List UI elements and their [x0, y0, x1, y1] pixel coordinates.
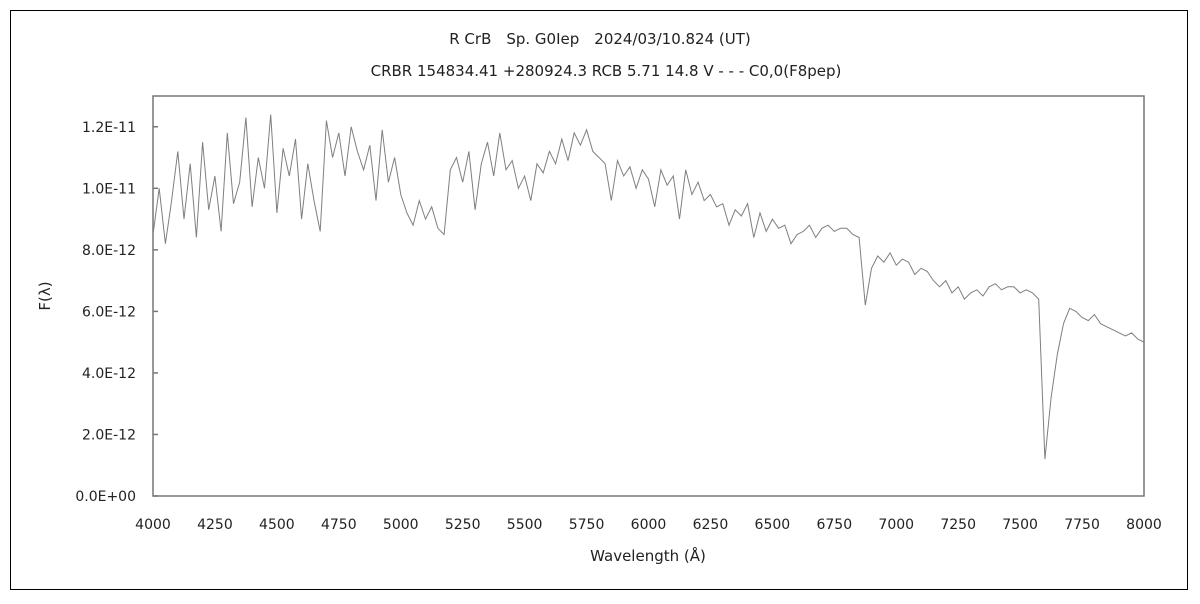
- x-tick-label: 7000: [878, 517, 914, 533]
- x-tick-label: 6500: [755, 517, 791, 533]
- y-tick-label: 0.0E+00: [75, 489, 136, 505]
- spectrum-line: [152, 114, 1145, 460]
- x-tick-label: 4250: [197, 517, 233, 533]
- y-axis-label: F(λ): [36, 281, 54, 310]
- x-tick-label: 7500: [1002, 517, 1038, 533]
- x-tick-label: 6750: [816, 517, 852, 533]
- x-tick-label: 5250: [445, 517, 481, 533]
- x-axis-label: Wavelength (Å): [590, 546, 706, 565]
- x-tick-label: 6000: [631, 517, 667, 533]
- x-tick-label: 7750: [1064, 517, 1100, 533]
- y-tick-label: 2.0E-12: [82, 427, 136, 443]
- y-tick-label: 6.0E-12: [82, 304, 136, 320]
- x-tick-label: 6250: [693, 517, 729, 533]
- x-tick-label: 8000: [1126, 517, 1162, 533]
- y-tick-label: 1.2E-11: [82, 120, 136, 136]
- x-tick-label: 4750: [321, 517, 357, 533]
- y-tick-label: 4.0E-12: [82, 366, 136, 382]
- plot-area: [152, 95, 1145, 497]
- x-tick-label: 5500: [507, 517, 543, 533]
- x-tick-label: 7250: [940, 517, 976, 533]
- x-tick-label: 5750: [569, 517, 605, 533]
- x-tick-label: 4500: [259, 517, 295, 533]
- x-tick-label: 5000: [383, 517, 419, 533]
- y-tick-label: 8.0E-12: [82, 243, 136, 259]
- y-tick-label: 1.0E-11: [82, 181, 136, 197]
- chart-title: R CrB Sp. G0Iep 2024/03/10.824 (UT): [449, 30, 751, 48]
- chart-subtitle: CRBR 154834.41 +280924.3 RCB 5.71 14.8 V…: [371, 62, 842, 80]
- x-tick-label: 4000: [135, 517, 171, 533]
